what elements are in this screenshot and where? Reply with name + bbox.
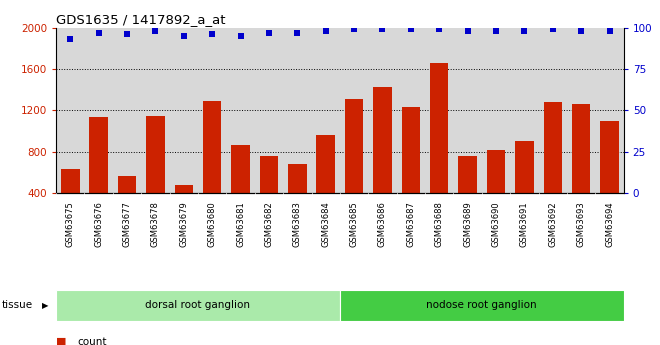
- Text: GSM63684: GSM63684: [321, 201, 330, 247]
- Text: GSM63678: GSM63678: [151, 201, 160, 247]
- Bar: [118, 176, 136, 235]
- Text: tissue: tissue: [2, 300, 33, 310]
- Text: GSM63691: GSM63691: [520, 201, 529, 247]
- Bar: [544, 102, 562, 235]
- Text: GSM63677: GSM63677: [123, 201, 131, 247]
- Point: [292, 30, 302, 35]
- Bar: [61, 169, 79, 235]
- Point: [150, 28, 160, 34]
- Point: [434, 27, 444, 32]
- Bar: [90, 117, 108, 235]
- Point: [121, 31, 132, 37]
- Point: [263, 30, 274, 35]
- Bar: [374, 87, 391, 235]
- Bar: [175, 185, 193, 235]
- Point: [348, 27, 359, 32]
- Text: GSM63688: GSM63688: [435, 201, 444, 247]
- Text: GSM63675: GSM63675: [66, 201, 75, 247]
- Bar: [345, 99, 363, 235]
- Text: GSM63687: GSM63687: [407, 201, 415, 247]
- Point: [377, 27, 387, 32]
- Bar: [288, 164, 306, 235]
- Point: [604, 28, 614, 34]
- Bar: [56, 290, 340, 321]
- Text: GSM63676: GSM63676: [94, 201, 103, 247]
- Text: GSM63693: GSM63693: [577, 201, 585, 247]
- Bar: [402, 107, 420, 235]
- Text: GSM63690: GSM63690: [492, 201, 500, 247]
- Point: [207, 31, 217, 37]
- Bar: [487, 150, 505, 235]
- Text: ■: ■: [56, 337, 67, 345]
- Bar: [147, 116, 164, 235]
- Text: count: count: [77, 337, 107, 345]
- Bar: [232, 145, 249, 235]
- Point: [178, 33, 189, 39]
- Point: [462, 28, 473, 34]
- Point: [235, 33, 246, 39]
- Text: ▶: ▶: [42, 301, 48, 310]
- Point: [490, 28, 501, 34]
- Bar: [572, 104, 590, 235]
- Bar: [260, 156, 278, 235]
- Text: GSM63682: GSM63682: [265, 201, 273, 247]
- Text: GDS1635 / 1417892_a_at: GDS1635 / 1417892_a_at: [56, 13, 226, 27]
- Bar: [203, 101, 221, 235]
- Point: [65, 37, 75, 42]
- Text: nodose root ganglion: nodose root ganglion: [426, 300, 537, 310]
- Point: [405, 27, 416, 32]
- Text: GSM63692: GSM63692: [548, 201, 557, 247]
- Text: GSM63683: GSM63683: [293, 201, 302, 247]
- Text: GSM63679: GSM63679: [180, 201, 188, 247]
- Point: [519, 28, 529, 34]
- Bar: [601, 121, 618, 235]
- Point: [320, 28, 331, 34]
- Bar: [340, 290, 624, 321]
- Bar: [430, 63, 448, 235]
- Text: GSM63694: GSM63694: [605, 201, 614, 247]
- Text: GSM63689: GSM63689: [463, 201, 472, 247]
- Text: GSM63685: GSM63685: [350, 201, 358, 247]
- Bar: [515, 141, 533, 235]
- Text: dorsal root ganglion: dorsal root ganglion: [145, 300, 251, 310]
- Text: GSM63686: GSM63686: [378, 201, 387, 247]
- Point: [94, 30, 104, 35]
- Text: GSM63681: GSM63681: [236, 201, 245, 247]
- Bar: [317, 135, 335, 235]
- Point: [576, 28, 586, 34]
- Text: GSM63680: GSM63680: [208, 201, 216, 247]
- Point: [547, 27, 558, 32]
- Bar: [459, 156, 477, 235]
